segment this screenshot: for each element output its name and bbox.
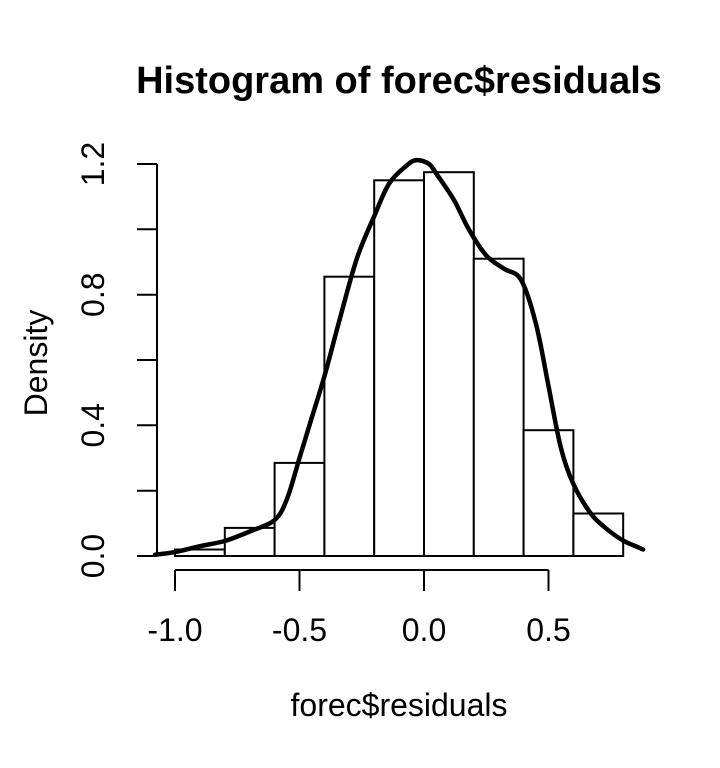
axes-layer: 0.0 0.4 0.8 1.2 -1.0 -0.5 0.0 0.5 <box>75 142 571 648</box>
chart-title: Histogram of forec$residuals <box>136 60 662 102</box>
y-axis-title: Density <box>18 310 54 417</box>
histogram-bar <box>522 429 575 558</box>
histogram-bars-layer <box>174 171 625 558</box>
y-axis-tick-label: 0.0 <box>75 534 111 578</box>
x-axis-title: forec$residuals <box>291 687 508 723</box>
x-axis-tick-label: 0.0 <box>402 612 446 648</box>
histogram-bar <box>423 171 475 557</box>
y-axis-tick-label: 0.4 <box>75 403 111 447</box>
x-axis-tick-label: -1.0 <box>147 612 202 648</box>
y-axis-tick-label: 0.8 <box>75 272 111 316</box>
density-curve <box>152 157 646 557</box>
x-axis-tick-label: -0.5 <box>272 612 327 648</box>
x-axis-tick-label: 0.5 <box>526 612 570 648</box>
histogram-bar <box>373 179 426 558</box>
y-axis-tick-label: 1.2 <box>75 142 111 186</box>
histogram-bar <box>323 275 376 557</box>
histogram-bar <box>472 257 525 557</box>
